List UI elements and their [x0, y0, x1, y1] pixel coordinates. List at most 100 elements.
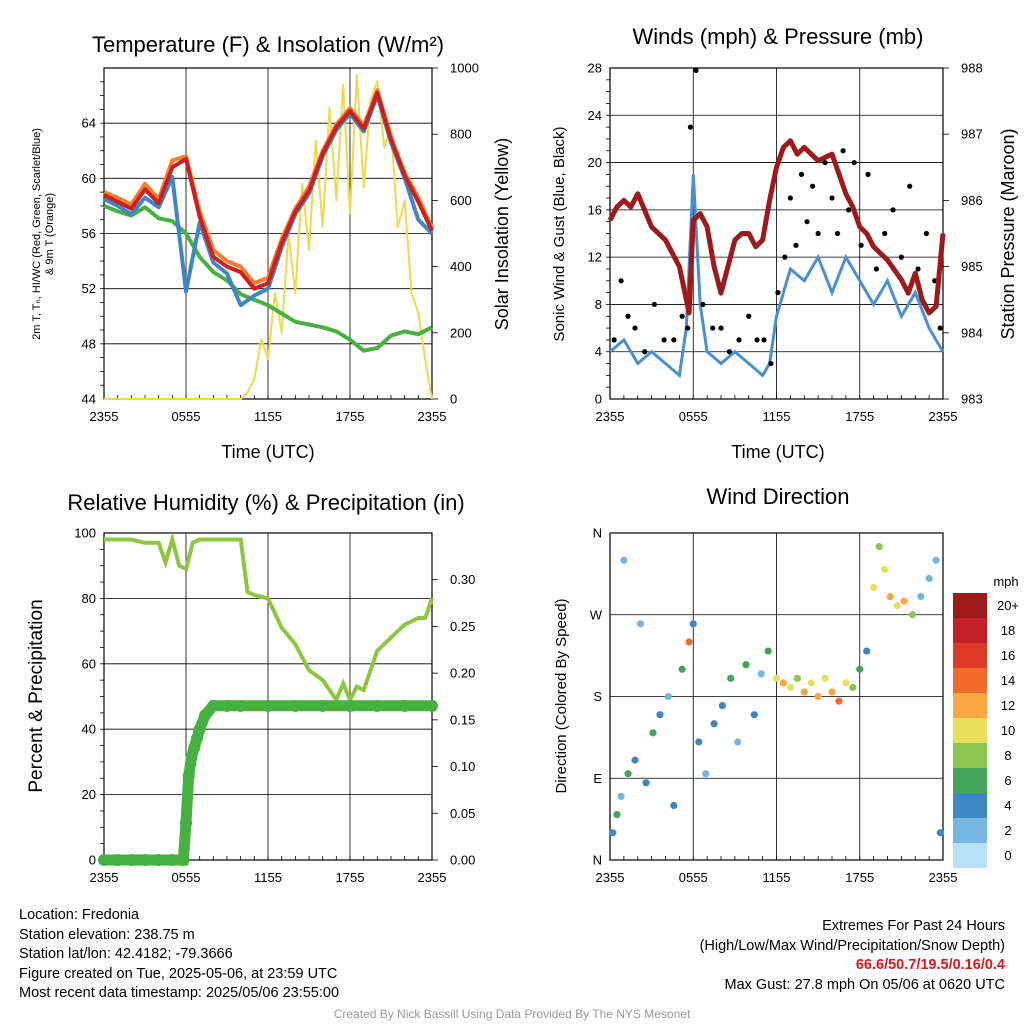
direction-point [856, 665, 864, 673]
direction-point [613, 810, 621, 819]
y-tick-label: 8 [595, 297, 602, 312]
direction-point [757, 670, 765, 678]
y2-tick-label: 600 [450, 193, 472, 208]
y-tick-label: 56 [82, 226, 96, 241]
precip-point [199, 709, 212, 722]
y2-tick-label: 0.20 [450, 666, 475, 681]
precip-point [98, 854, 110, 866]
wind-direction-panel: 2355 0555 1155 1755 2355 N E S W N Wind Direction D… [553, 484, 957, 885]
x-tick-label: 2355 [418, 870, 447, 885]
y-tick-label: 24 [588, 108, 602, 123]
precip-point [289, 699, 302, 712]
y-tick-label: N [593, 526, 602, 541]
direction-point [702, 770, 710, 778]
extremes-info: Extremes For Past 24 Hours (High/Low/Max… [700, 917, 1005, 995]
direction-point [764, 647, 772, 655]
station-info: Location: Fredonia Station elevation: 23… [19, 906, 339, 1004]
y-tick-label: 20 [588, 155, 602, 170]
y-tick-label: 100 [74, 526, 96, 541]
direction-point [917, 592, 925, 601]
series-line-0 [103, 90, 434, 291]
colorbar-label: 16 [1001, 648, 1015, 663]
gust-point [937, 325, 943, 331]
gust-point [661, 337, 667, 343]
x-tick-label: 1755 [845, 409, 874, 424]
gust-point [746, 313, 752, 319]
direction-point [900, 597, 908, 605]
precip-point [177, 854, 190, 866]
gust-point [687, 124, 694, 130]
gust-point [611, 337, 617, 343]
precip-point [316, 699, 329, 712]
y2-tick-label: 200 [450, 325, 472, 340]
temperature-title: Temperature (F) & Insolation (W/m²) [92, 32, 444, 57]
direction-point [727, 674, 735, 682]
precip-point [152, 854, 165, 866]
temperature-xlabel: Time (UTC) [221, 442, 314, 462]
x-tick-label: 2355 [90, 870, 119, 885]
direction-point [636, 620, 645, 628]
gust-point [761, 337, 767, 343]
colorbar-swatch [953, 768, 987, 793]
y-tick-label: 20 [82, 787, 96, 802]
winds-title: Winds (mph) & Pressure (mb) [633, 24, 924, 49]
y-tick-label: E [593, 771, 602, 786]
colorbar-swatch [953, 843, 987, 868]
y2-tick-label: 988 [961, 61, 983, 76]
gust-point [775, 290, 781, 296]
gust-point [736, 337, 742, 343]
gust-point [768, 360, 774, 367]
direction-title: Wind Direction [706, 484, 849, 509]
direction-point [689, 620, 697, 628]
gust-point [898, 254, 904, 260]
gust-point [840, 148, 846, 154]
direction-point [624, 770, 632, 778]
direction-point [893, 602, 901, 610]
colorbar-label: 8 [1004, 748, 1011, 763]
precip-point [193, 723, 206, 736]
y-tick-label: 12 [588, 250, 602, 265]
precip-point [234, 699, 247, 712]
y2-tick-label: 983 [961, 392, 983, 407]
colorbar-label: 6 [1004, 773, 1011, 788]
y2-tick-label: 0 [450, 392, 457, 407]
x-tick-label: 2355 [418, 409, 447, 424]
direction-point [925, 574, 933, 583]
insolation-ylabel: Solar Insolation (Yellow) [492, 138, 512, 330]
plot-frame [609, 532, 944, 861]
colorbar-label: 14 [1001, 673, 1015, 688]
rh-line [104, 532, 434, 705]
humidity-title: Relative Humidity (%) & Precipitation (i… [67, 490, 464, 515]
precip-point [426, 699, 438, 712]
gust-point [858, 242, 864, 248]
x-tick-label: 2355 [596, 870, 625, 885]
gust-point [798, 171, 805, 177]
gust-point [625, 313, 631, 319]
y2-tick-label: 800 [450, 127, 472, 142]
gust-point [693, 67, 699, 73]
y2-tick-label: 987 [961, 127, 983, 142]
humidity-panel: 2355 0555 1155 1755 2355 0 20 40 60 80 100 0.00 0.05… [26, 490, 475, 885]
direction-point [881, 565, 889, 573]
colorbar-swatch [953, 668, 987, 693]
y-tick-label: S [593, 689, 602, 704]
y-tick-label: 60 [82, 656, 96, 671]
gust-point [642, 349, 648, 355]
y2-tick-label: 0.15 [450, 712, 475, 727]
x-tick-label: 0555 [679, 870, 708, 885]
gust-point [851, 159, 857, 166]
direction-point [875, 543, 883, 551]
y2-tick-label: 400 [450, 259, 472, 274]
station-location: Location: Fredonia [19, 907, 140, 923]
y2-tick-label: 0.25 [450, 619, 475, 634]
direction-point [685, 638, 693, 646]
colorbar-swatch [953, 618, 987, 643]
x-tick-label: 2355 [90, 409, 119, 424]
gust-point [782, 254, 788, 260]
direction-point [617, 792, 625, 801]
direction-point [886, 592, 894, 601]
direction-point [936, 829, 944, 837]
temperature-panel: 2355 0555 1155 1755 2355 44 48 52 56 60 64 0 200 400 6… [31, 32, 512, 462]
direction-point [710, 720, 718, 728]
